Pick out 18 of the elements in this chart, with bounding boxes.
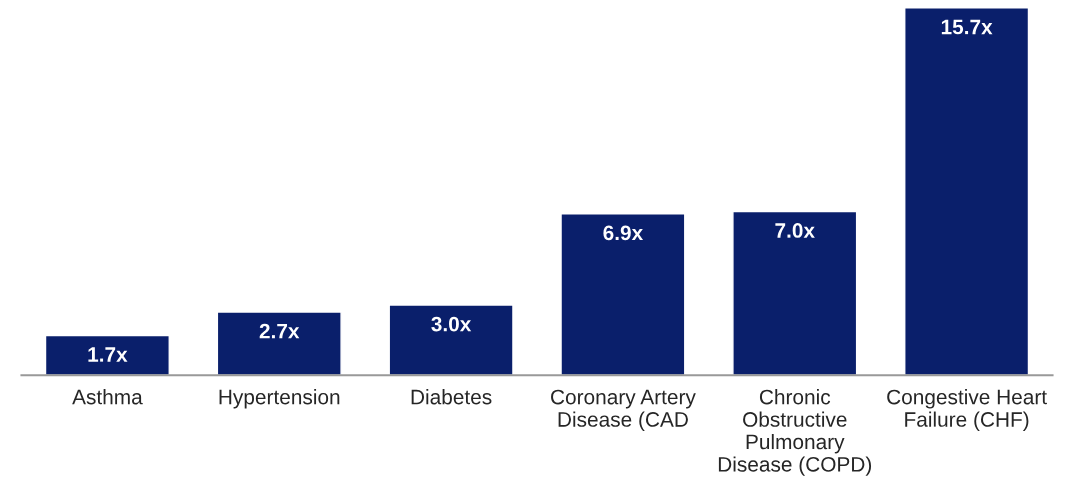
bar	[216, 311, 342, 376]
x-tick-label: Congestive Heart Failure (CHF)	[887, 389, 1047, 431]
data-label: 7.0x	[775, 223, 815, 238]
bar	[560, 213, 686, 376]
x-tick-label: Diabetes	[411, 389, 492, 405]
bar	[732, 210, 858, 376]
x-tick-label: Hypertension	[219, 389, 340, 409]
bar	[388, 304, 514, 376]
data-label: 1.7x	[88, 347, 128, 362]
x-tick-label: Asthma	[72, 389, 143, 405]
data-label: 15.7x	[941, 19, 993, 35]
x-tick-label: Chronic Obstructive Pulmonary Disease (COPD)	[718, 389, 872, 476]
data-label: 3.0x	[431, 316, 472, 332]
data-label: 2.7x	[259, 323, 300, 339]
bar	[44, 334, 170, 376]
bar	[904, 7, 1030, 376]
data-label: 6.9x	[603, 225, 644, 241]
x-tick-label: Coronary Artery Disease (CAD	[551, 389, 696, 431]
